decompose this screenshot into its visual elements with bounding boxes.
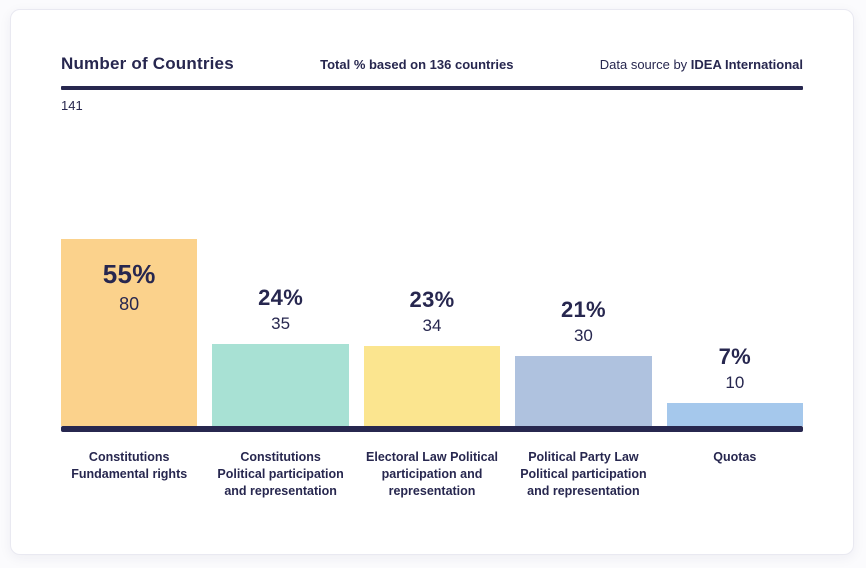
bar-value-labels: 21% 30 [561, 297, 606, 346]
bar-column: 23% 34 [363, 287, 501, 426]
chart-title: Number of Countries [61, 54, 234, 73]
bar-column: 21% 30 [515, 297, 652, 426]
bar-chart: 141 55% 80 24% 35 23% 34 21% 30 7% 10 Constitutio… [61, 96, 804, 500]
bar: 55% 80 [61, 239, 198, 426]
bar-percent-label: 23% [409, 287, 455, 312]
bar [666, 403, 804, 426]
chart-plot-area: 55% 80 24% 35 23% 34 21% 30 7% 10 [61, 96, 804, 426]
chart-header: Number of Countries Total % based on 136… [61, 54, 803, 74]
bar-value-labels: 23% 34 [410, 287, 455, 336]
bar-category-label: Constitutions Fundamental rights [71, 450, 188, 481]
data-source-name: IDEA International [690, 57, 803, 72]
bar-value-labels: 55% 80 [103, 259, 156, 315]
bar-count-label: 30 [573, 326, 593, 345]
bar-category-label: Quotas [713, 450, 757, 464]
bar-category-label: Political Party Law Political participat… [520, 450, 647, 498]
bar-column: 7% 10 [666, 344, 804, 426]
bar [363, 346, 501, 426]
category-labels-row: Constitutions Fundamental rights Constitu… [61, 449, 803, 500]
chart-card: Number of Countries Total % based on 136… [10, 9, 854, 555]
bar-percent-label: 24% [258, 285, 304, 310]
bar-count-label: 35 [271, 314, 291, 333]
chart-subtitle: Total % based on 136 countries [320, 57, 514, 72]
bar-count-label: 34 [422, 316, 442, 335]
bar-percent-label: 7% [718, 344, 752, 369]
bar-category-label: Constitutions Political participation an… [217, 450, 344, 498]
data-source-prefix: Data source by [599, 57, 691, 72]
bar-value-labels: 24% 35 [258, 285, 303, 334]
y-axis-max-label: 141 [61, 98, 83, 113]
header-divider-line [61, 86, 803, 90]
bar-count-label: 80 [119, 294, 140, 314]
bar-percent-label: 21% [560, 297, 606, 322]
bar-count-label: 10 [725, 373, 745, 392]
data-source-label: Data source by IDEA International [600, 57, 803, 72]
bar [212, 344, 349, 426]
bar-category-label: Electoral Law Political participation an… [366, 450, 499, 498]
bar-column: 24% 35 [212, 285, 349, 426]
bar-column: 55% 80 [61, 239, 198, 426]
bar-value-labels: 7% 10 [719, 344, 751, 393]
x-axis-line [61, 426, 803, 432]
bar-percent-label: 55% [102, 259, 156, 289]
bar [515, 356, 652, 426]
